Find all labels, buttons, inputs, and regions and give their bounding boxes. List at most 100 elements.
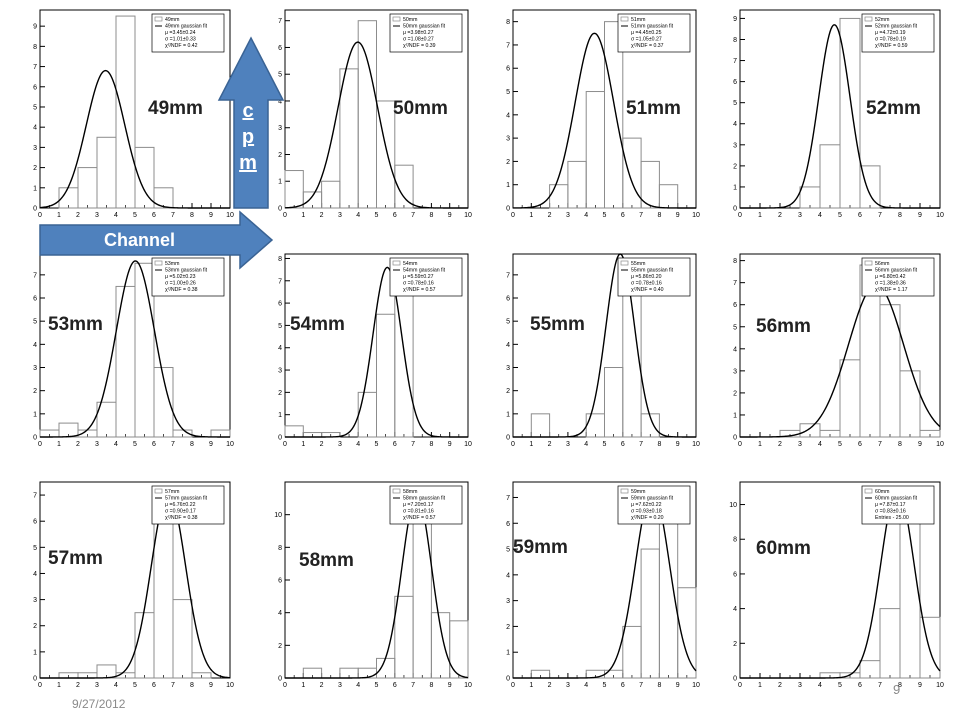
x-tick-label: 6 [621, 682, 625, 689]
x-tick-label: 3 [798, 212, 802, 219]
y-tick-label: 2 [33, 388, 37, 395]
x-tick-label: 4 [356, 441, 360, 448]
legend-entry: 54mm gaussian fit [403, 268, 446, 274]
y-tick-label: 0 [278, 676, 282, 683]
x-tick-label: 4 [818, 682, 822, 689]
x-tick-label: 6 [621, 212, 625, 219]
legend-entry: 53mm gaussian fit [165, 268, 208, 274]
x-tick-label: 5 [838, 682, 842, 689]
y-tick-label: 3 [278, 125, 282, 132]
x-tick-label: 0 [738, 682, 742, 689]
y-tick-label: 7 [278, 18, 282, 25]
legend-box [389, 13, 463, 53]
x-tick-label: 10 [226, 682, 234, 689]
y-tick-label: 1 [278, 412, 282, 419]
x-tick-label: 9 [676, 212, 680, 219]
x-tick-label: 4 [584, 212, 588, 219]
x-tick-label: 5 [133, 212, 137, 219]
y-tick-label: 2 [278, 152, 282, 159]
x-tick-label: 4 [584, 682, 588, 689]
histogram-bin [658, 184, 679, 209]
y-tick-label: 6 [278, 578, 282, 585]
y-tick-label: 6 [733, 302, 737, 309]
y-tick-label: 4 [278, 98, 282, 105]
y-tick-label: 0 [33, 206, 37, 213]
gaussian-fit-curve [285, 494, 469, 679]
legend-hist-swatch [392, 488, 401, 494]
x-tick-label: 2 [778, 212, 782, 219]
x-tick-label: 7 [411, 682, 415, 689]
x-tick-label: 6 [393, 441, 397, 448]
y-tick-label: 2 [278, 390, 282, 397]
histogram-bin [284, 170, 304, 209]
slide-number: 9 [893, 682, 901, 697]
histogram-bin [96, 136, 117, 209]
histogram-bin [115, 15, 136, 209]
x-tick-label: 0 [511, 212, 515, 219]
x-tick-label: 2 [76, 212, 80, 219]
x-tick-label: 4 [818, 441, 822, 448]
x-tick-label: 8 [657, 212, 661, 219]
x-tick-label: 8 [898, 682, 902, 689]
histogram-bin [191, 672, 212, 679]
x-tick-label: 6 [621, 441, 625, 448]
legend-hist-swatch [392, 16, 401, 22]
y-tick-label: 2 [278, 643, 282, 650]
panel-label-58mm: 58mm [299, 550, 354, 571]
histogram-bin [819, 144, 841, 209]
x-tick-label: 7 [171, 682, 175, 689]
histogram-bin [134, 146, 155, 209]
y-tick-label: 1 [733, 184, 737, 191]
x-tick-label: 6 [858, 212, 862, 219]
legend-box [617, 13, 691, 53]
x-tick-label: 10 [936, 441, 944, 448]
y-tick-label: 5 [33, 545, 37, 552]
x-tick-label: 8 [190, 212, 194, 219]
histogram-bin [77, 167, 98, 209]
y-tick-label: 4 [506, 112, 510, 119]
y-tick-label: 7 [33, 64, 37, 71]
x-tick-label: 1 [529, 212, 533, 219]
legend-hist-swatch [620, 260, 629, 266]
x-tick-label: 0 [38, 212, 42, 219]
legend-entry: σ =0.90±0.17 [165, 509, 196, 515]
legend-entry: μ =6.80±0.42 [875, 274, 906, 280]
x-tick-label: 2 [320, 212, 324, 219]
x-tick-label: 3 [338, 682, 342, 689]
legend-entry: σ =0.81±0.16 [403, 509, 434, 515]
legend-box [617, 257, 691, 297]
x-tick-label: 6 [152, 682, 156, 689]
x-tick-label: 10 [936, 682, 944, 689]
gaussian-fit-curve [740, 24, 940, 209]
x-tick-label: 10 [464, 682, 472, 689]
x-tick-label: 9 [209, 682, 213, 689]
legend-entry: σ =1.00±0.26 [165, 281, 196, 287]
x-tick-label: 2 [76, 441, 80, 448]
y-tick-label: 3 [733, 142, 737, 149]
x-tick-label: 3 [95, 682, 99, 689]
x-tick-label: 8 [429, 212, 433, 219]
y-tick-label: 2 [506, 624, 510, 631]
y-tick-label: 7 [33, 272, 37, 279]
y-tick-label: 5 [278, 72, 282, 79]
y-tick-label: 0 [506, 676, 510, 683]
legend-entry: χ²/NDF = 0.37 [631, 43, 664, 49]
histogram-bin [919, 429, 941, 438]
y-tick-label: 1 [733, 412, 737, 419]
x-tick-label: 2 [548, 441, 552, 448]
y-tick-label: 0 [733, 676, 737, 683]
x-tick-label: 6 [858, 441, 862, 448]
y-tick-label: 9 [33, 24, 37, 31]
x-tick-label: 1 [301, 441, 305, 448]
panel-label-54mm: 54mm [290, 314, 345, 335]
panel-label-60mm: 60mm [756, 538, 811, 559]
x-tick-label: 9 [918, 212, 922, 219]
y-tick-label: 5 [733, 100, 737, 107]
histogram-bin [376, 100, 396, 209]
legend-entry: 60mm [875, 489, 889, 495]
panel-label-55mm: 55mm [530, 314, 585, 335]
x-tick-label: 8 [190, 441, 194, 448]
y-tick-label: 8 [506, 19, 510, 26]
